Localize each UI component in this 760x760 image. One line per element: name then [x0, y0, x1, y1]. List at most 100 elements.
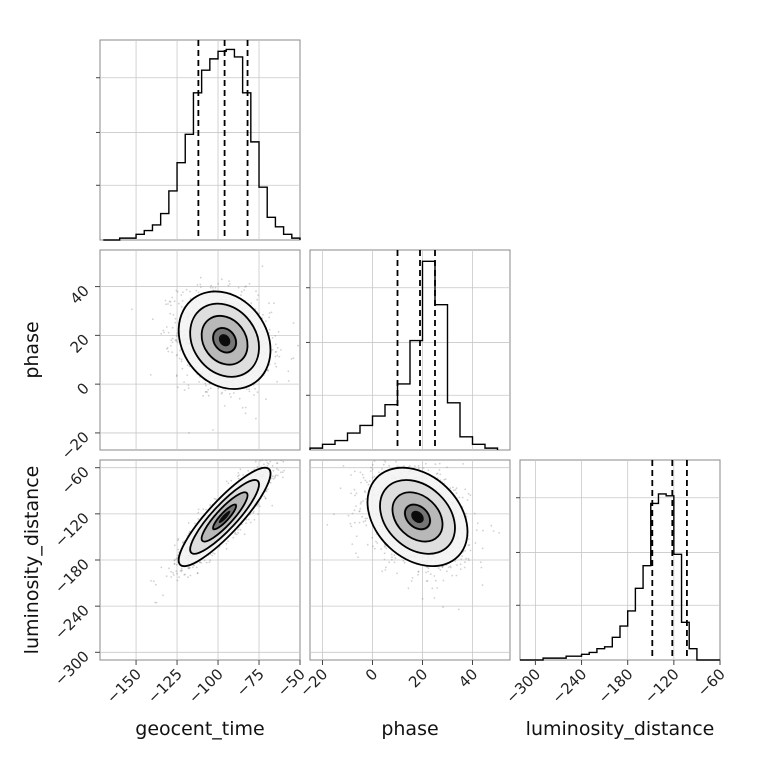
sample-point [425, 462, 427, 465]
y-tick-label: −20 [58, 428, 93, 463]
sample-point [479, 561, 482, 564]
sample-point [355, 552, 357, 555]
sample-point [465, 557, 467, 560]
sample-point [498, 532, 501, 534]
sample-point [402, 465, 405, 467]
sample-point [282, 476, 284, 479]
contour-line [200, 314, 249, 366]
sample-point [180, 305, 183, 308]
sample-point [395, 460, 397, 463]
sample-point [198, 561, 201, 564]
sample-point [362, 500, 364, 502]
sample-point [425, 571, 427, 574]
x-tick-label: 40 [455, 665, 481, 691]
sample-point [171, 337, 174, 340]
sample-point [240, 294, 242, 297]
y-axis-label-phase: phase [21, 321, 43, 378]
quantile-lines [651, 460, 688, 660]
sample-point [232, 392, 235, 394]
sample-point [277, 474, 279, 477]
sample-point [193, 564, 196, 567]
sample-point [364, 519, 367, 522]
sample-point [277, 469, 280, 471]
sample-point [427, 469, 430, 472]
sample-point [215, 498, 217, 501]
sample-point [209, 286, 212, 289]
sample-point [444, 478, 447, 481]
sample-point [297, 344, 299, 347]
sample-point [234, 533, 237, 535]
sample-point [240, 290, 243, 293]
sample-point [180, 567, 183, 570]
sample-point [466, 499, 469, 501]
sample-point [166, 347, 169, 349]
sample-point [384, 569, 387, 571]
sample-point [187, 566, 190, 569]
sample-point [364, 517, 367, 520]
sample-point [378, 471, 380, 474]
sample-point [287, 370, 290, 373]
sample-point [271, 337, 274, 339]
sample-point [203, 559, 206, 562]
sample-point [171, 326, 174, 329]
sample-point [277, 331, 280, 333]
sample-point [166, 347, 168, 350]
sample-point [456, 564, 458, 567]
sample-point [199, 286, 202, 288]
x-tick-label: −20 [296, 665, 331, 700]
sample-point [269, 451, 271, 453]
sample-point [455, 492, 458, 495]
sample-point [237, 531, 240, 534]
sample-point [189, 297, 192, 300]
sample-point [369, 470, 372, 472]
sample-point [236, 475, 239, 478]
sample-point [354, 521, 356, 524]
sample-point [259, 460, 262, 462]
sample-point [179, 349, 181, 352]
sample-point [469, 494, 472, 496]
sample-point [232, 536, 235, 539]
sample-point [262, 313, 264, 316]
sample-point [407, 587, 410, 590]
sample-point [368, 480, 371, 482]
x-tick-label: −75 [233, 665, 268, 700]
sample-point [199, 276, 202, 279]
sample-point [468, 544, 471, 546]
sample-point [184, 573, 186, 576]
sample-point [353, 470, 356, 473]
sample-point [256, 298, 259, 301]
sample-point [212, 552, 214, 554]
sample-point [174, 321, 177, 324]
sample-point [163, 331, 166, 334]
sample-point [452, 486, 454, 489]
sample-point [189, 574, 192, 577]
sample-point [290, 358, 293, 360]
sample-point [361, 515, 364, 518]
x-axis-label-luminosity-distance: luminosity_distance [526, 718, 715, 740]
sample-point [245, 522, 248, 524]
sample-point [409, 451, 411, 453]
sample-point [249, 521, 252, 524]
sample-point [273, 476, 276, 479]
sample-point [176, 353, 179, 356]
sample-point [175, 354, 178, 357]
sample-point [152, 580, 155, 583]
sample-point [268, 302, 270, 305]
sample-point [237, 472, 240, 474]
contour-line [212, 327, 237, 354]
sample-point [426, 580, 429, 582]
sample-point [350, 525, 353, 528]
sample-point [422, 467, 425, 469]
sample-point [269, 481, 272, 484]
sample-point [187, 567, 190, 570]
sample-point [467, 544, 470, 546]
histogram-step-line [309, 260, 499, 450]
sample-point [256, 391, 259, 393]
sample-point [151, 318, 154, 321]
sample-point [411, 577, 414, 579]
sample-point [227, 540, 229, 542]
sample-point [268, 316, 270, 319]
density-fill [411, 510, 424, 524]
sample-point [307, 412, 309, 414]
sample-point [188, 566, 191, 569]
